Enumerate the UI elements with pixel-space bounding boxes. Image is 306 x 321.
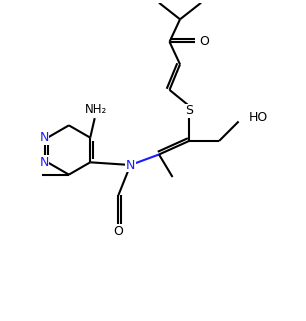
Text: S: S — [185, 104, 193, 117]
Text: O: O — [114, 225, 123, 238]
Text: NH₂: NH₂ — [85, 103, 107, 116]
Text: N: N — [39, 131, 49, 144]
Text: N: N — [39, 156, 49, 169]
Text: O: O — [199, 35, 209, 48]
Text: HO: HO — [249, 111, 268, 124]
Text: N: N — [126, 159, 135, 171]
